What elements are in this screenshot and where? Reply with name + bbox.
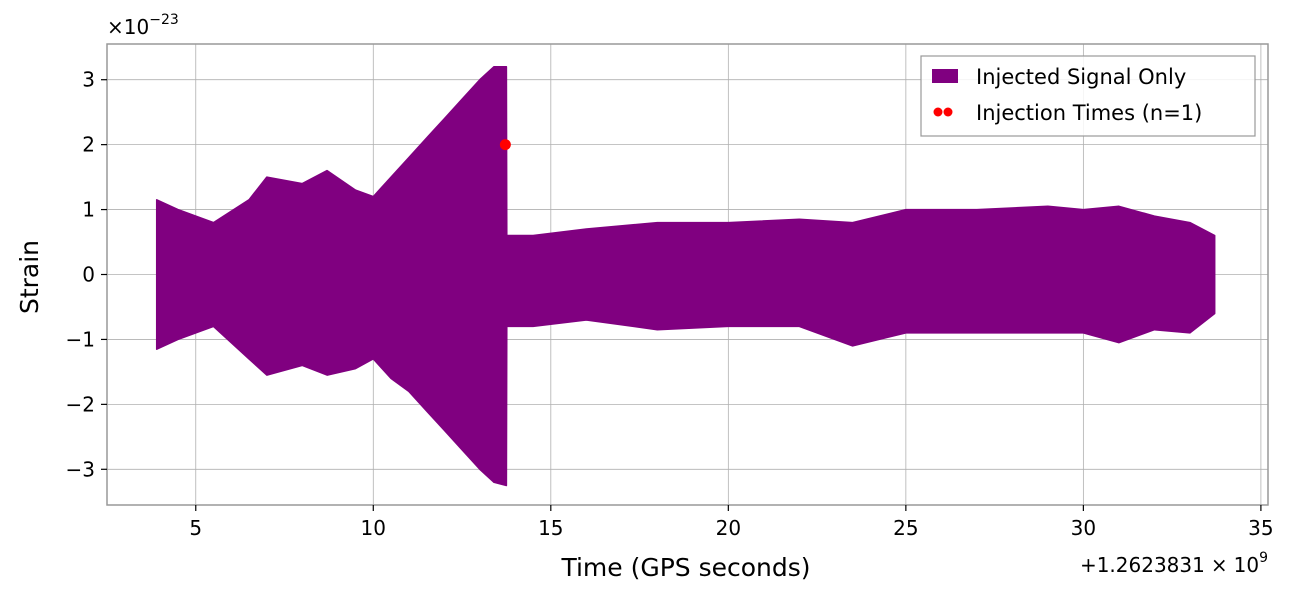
legend-label-injected-signal: Injected Signal Only — [976, 65, 1186, 89]
injection-time-point — [499, 139, 511, 151]
legend-marker-injection-times — [933, 107, 943, 117]
x-offset-label: +1.2623831 × 109 — [1080, 550, 1268, 577]
plot-series — [155, 65, 1216, 487]
x-tick-label: 35 — [1248, 516, 1273, 540]
x-tick-label: 20 — [716, 516, 741, 540]
legend-box — [920, 55, 1256, 137]
x-axis-label: Time (GPS seconds) — [560, 553, 810, 582]
x-tick-label: 5 — [189, 516, 202, 540]
y-tick-label: −1 — [66, 327, 95, 351]
y-tick-label: 1 — [82, 198, 95, 222]
x-tick-label: 30 — [1071, 516, 1096, 540]
y-axis-ticks: −3 −2 −1 0 1 2 3 — [66, 68, 107, 481]
y-tick-label: −3 — [66, 457, 95, 481]
legend-swatch-injected-signal — [932, 69, 958, 83]
y-tick-label: 0 — [82, 263, 95, 287]
y-tick-label: 2 — [82, 133, 95, 157]
legend-label-injection-times: Injection Times (n=1) — [976, 101, 1202, 125]
x-axis-ticks: 5 10 15 20 25 30 35 — [189, 505, 1274, 540]
legend-marker-injection-times — [943, 107, 953, 117]
y-tick-label: −2 — [66, 392, 95, 416]
y-scale-label: ×10−23 — [107, 12, 179, 39]
legend: Injected Signal Only Injection Times (n=… — [920, 55, 1256, 137]
x-tick-label: 15 — [538, 516, 563, 540]
x-tick-label: 10 — [361, 516, 386, 540]
injected-signal-band — [155, 65, 1216, 487]
y-axis-label: Strain — [15, 240, 44, 314]
y-tick-label: 3 — [82, 68, 95, 92]
x-tick-label: 25 — [893, 516, 918, 540]
